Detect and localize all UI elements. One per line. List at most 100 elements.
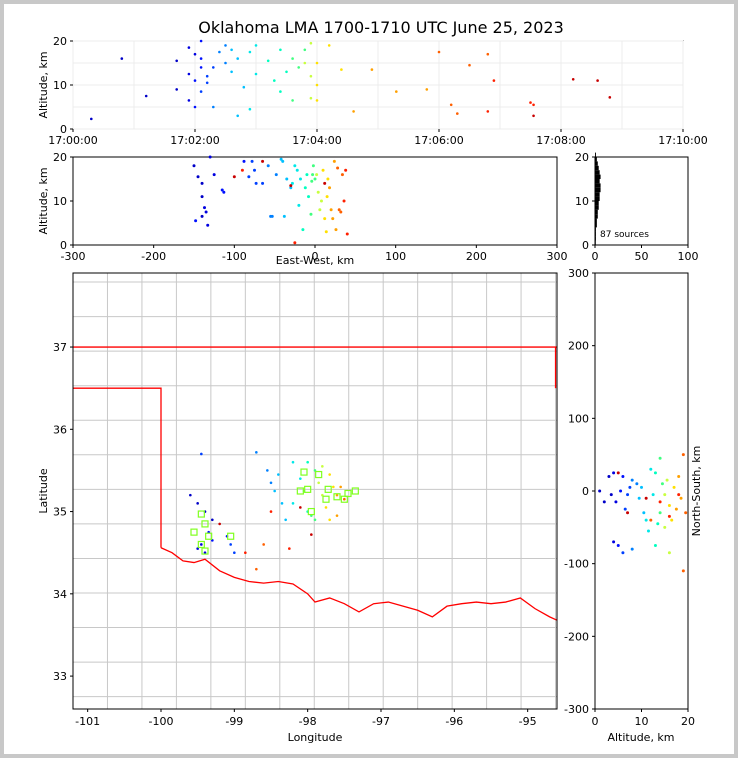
plan-view-point xyxy=(332,485,335,489)
height-hist-bar xyxy=(595,165,599,171)
plan-view-point xyxy=(189,493,192,497)
ew-height-point xyxy=(261,181,265,185)
height-ns-point xyxy=(626,493,630,497)
height-ns-point xyxy=(612,540,616,544)
plan-view-xtick-label: -100 xyxy=(149,715,174,728)
ew-height-point xyxy=(289,186,293,190)
lma-station-marker xyxy=(315,470,323,479)
height-ns-xtick-label: 20 xyxy=(681,715,695,728)
plan-view-point xyxy=(218,522,221,526)
height-ns-point xyxy=(626,511,630,515)
height-ns-point xyxy=(607,474,611,478)
ew-height-point xyxy=(309,212,313,216)
ew-height-xtick-label: -200 xyxy=(141,250,166,263)
ew-height-point xyxy=(194,219,198,223)
ew-height-point xyxy=(331,217,335,221)
plan-view-point xyxy=(266,469,269,472)
ew-height-ytick-label: 10 xyxy=(53,195,67,208)
time-height-point xyxy=(425,88,429,91)
time-height-point xyxy=(486,110,490,113)
time-height-xtick-label: 17:10:00 xyxy=(658,134,707,147)
ew-height-point xyxy=(240,168,244,172)
time-height-point xyxy=(212,105,215,109)
plan-view-point xyxy=(339,485,342,489)
time-height-point xyxy=(309,96,313,100)
height-hist-xtick-label: 50 xyxy=(635,250,649,263)
plan-view-point xyxy=(211,518,214,522)
plan-view-ytick-label: 35 xyxy=(53,506,67,519)
ew-height-point xyxy=(295,168,299,172)
height-ns-point xyxy=(637,496,641,500)
ew-height-point xyxy=(336,166,340,170)
height-hist-ytick-label: 0 xyxy=(582,239,589,252)
ew-height-xlabel: East-West, km xyxy=(276,254,354,267)
ew-height-point xyxy=(315,173,319,177)
ew-height-point xyxy=(250,159,254,163)
time-height-point xyxy=(273,79,276,82)
time-height-point xyxy=(532,114,535,118)
time-height-point xyxy=(395,90,398,93)
time-height-point xyxy=(90,117,93,121)
plan-view-point xyxy=(335,514,339,517)
county-lines xyxy=(73,273,557,709)
texas-panhandle-border xyxy=(73,387,162,548)
time-height-point xyxy=(449,103,453,107)
plan-view-point xyxy=(269,481,273,485)
ew-height-point xyxy=(242,159,246,163)
state-border xyxy=(73,346,557,621)
time-height-point xyxy=(309,41,313,45)
height-ns-ylabel: North-South, km xyxy=(690,446,703,537)
ew-height-ytick-label: 20 xyxy=(53,151,67,164)
plan-view-point xyxy=(299,477,302,480)
time-height-point xyxy=(187,99,191,102)
height-hist-bar xyxy=(595,152,596,157)
height-ns-point xyxy=(658,500,662,504)
height-ns-point xyxy=(616,544,620,547)
lma-station-marker xyxy=(201,547,209,555)
ew-height-point xyxy=(289,184,293,188)
lma-station-marker xyxy=(227,532,235,540)
plan-view-point xyxy=(324,506,328,509)
ew-height-point xyxy=(340,173,344,177)
height-hist-bar xyxy=(595,218,597,223)
ew-height-point xyxy=(222,190,226,194)
time-height-point xyxy=(596,79,599,82)
ew-height-ylabel: Altitude, km xyxy=(37,167,50,234)
plan-view-point xyxy=(288,547,291,550)
ew-height-point xyxy=(206,223,210,227)
lma-station-marker xyxy=(197,540,205,549)
height-ns-panel: North-South, km Altitude, km xyxy=(594,272,703,744)
time-height-point xyxy=(297,66,301,69)
time-height-point xyxy=(242,85,246,89)
time-height-point xyxy=(199,57,203,60)
height-hist-bar xyxy=(595,240,596,245)
height-ns-point xyxy=(644,496,648,500)
height-ns-ytick-label: 300 xyxy=(568,267,589,280)
ew-height-point xyxy=(200,214,204,218)
time-height-ytick-label: 10 xyxy=(53,79,67,92)
plan-view-point xyxy=(203,551,207,554)
height-hist-bar xyxy=(595,174,601,179)
height-ns-ytick-label: -100 xyxy=(564,558,589,571)
ew-height-point xyxy=(253,168,256,172)
height-ns-point xyxy=(681,453,685,457)
ew-height-frame xyxy=(72,156,558,246)
height-hist-bar xyxy=(595,201,599,206)
time-height-point xyxy=(315,99,319,102)
time-height-point xyxy=(120,57,124,60)
plan-view-ytick-label: 36 xyxy=(53,423,67,436)
ew-height-point xyxy=(204,210,208,214)
ew-height-point xyxy=(212,173,216,177)
lma-station-marker xyxy=(205,532,213,540)
ew-height-point xyxy=(247,175,251,179)
plan-view-point xyxy=(233,551,236,554)
plan-view-xtick-label: -95 xyxy=(519,715,537,728)
height-ns-point xyxy=(663,525,667,529)
ew-height-point xyxy=(293,241,297,245)
ew-height-point xyxy=(344,168,348,172)
height-ns-point xyxy=(628,485,632,489)
plan-view-point xyxy=(229,543,232,546)
figure-title: Oklahoma LMA 1700-1710 UTC June 25, 2023 xyxy=(198,18,564,37)
height-ns-point xyxy=(667,504,671,508)
plan-view-xtick-label: -96 xyxy=(445,715,463,728)
